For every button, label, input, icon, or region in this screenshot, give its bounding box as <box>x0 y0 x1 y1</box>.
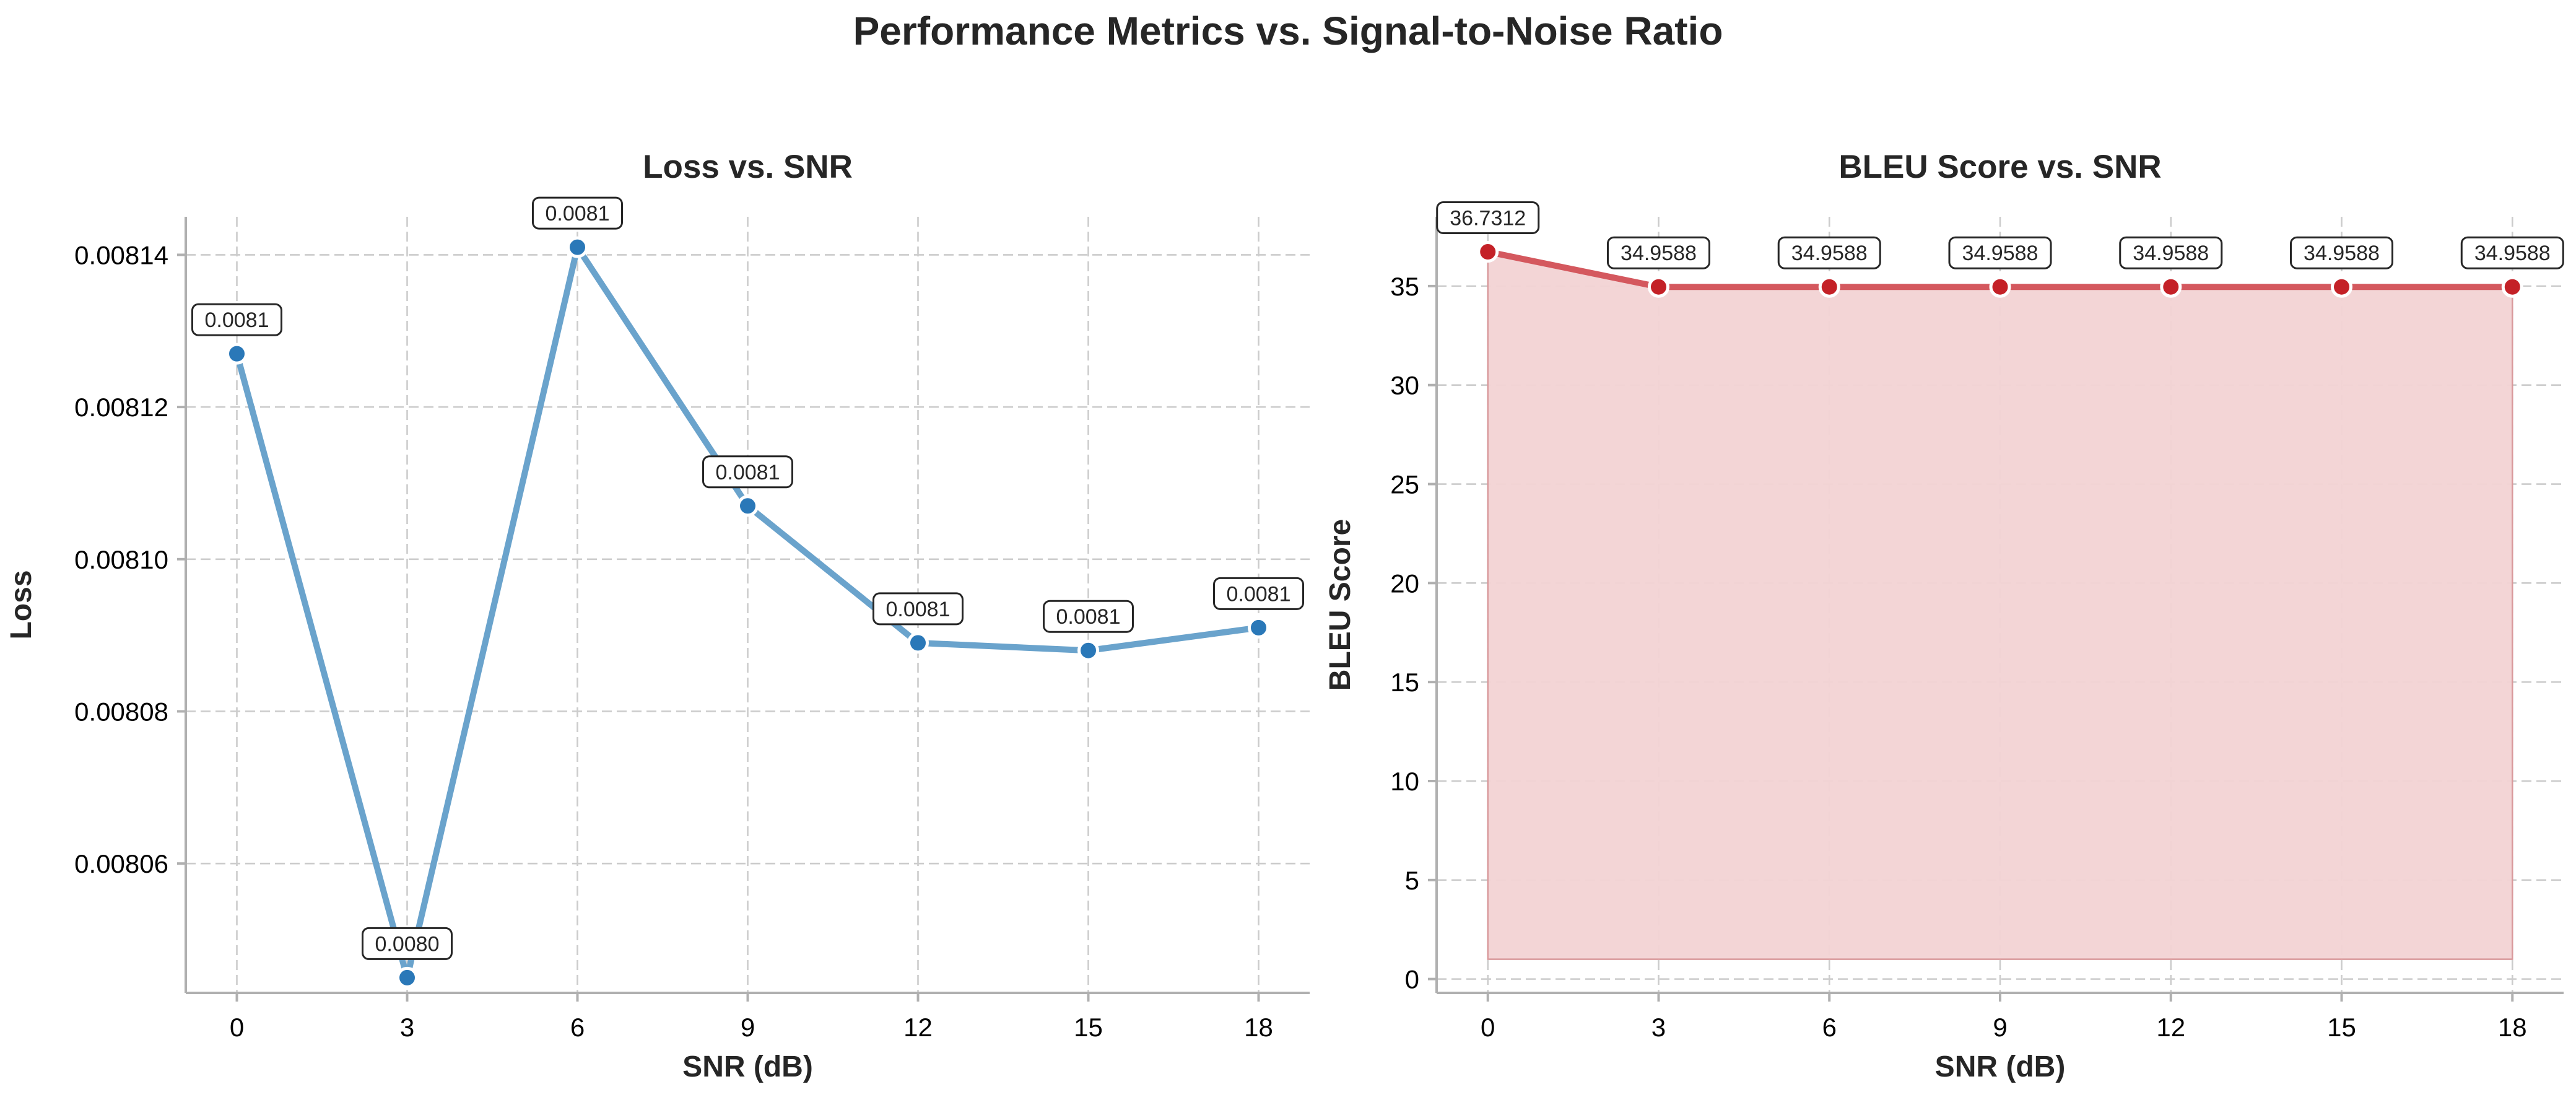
bleu-annotation-box-0 <box>1436 201 1540 235</box>
bleu-x-tick-label-4: 12 <box>2156 1013 2185 1042</box>
bleu-y-tick-label-6: 30 <box>1390 371 1419 400</box>
bleu-y-tick-label-1: 5 <box>1405 866 1419 895</box>
bleu-x-tick-label-5: 15 <box>2327 1013 2356 1042</box>
loss-y-tick-label-2: 0.00810 <box>74 545 168 574</box>
bleu-chart-panel: 0 3 6 9 12 15 18 0 5 10 15 20 25 30 35 36.7312 34.9588 34… <box>1324 149 2564 1083</box>
bleu-x-axis-label: SNR (dB) <box>1935 1050 2066 1083</box>
loss-annotation-3: 0.0081 <box>716 461 780 484</box>
loss-x-tick-label-4: 12 <box>903 1013 933 1042</box>
bleu-x-tick-label-6: 18 <box>2498 1013 2527 1042</box>
bleu-annotation-box-6 <box>2460 236 2564 269</box>
loss-annotation-box-4 <box>872 592 964 626</box>
bleu-x-tick-label-1: 3 <box>1651 1013 1666 1042</box>
loss-annotation-box-1 <box>362 927 453 960</box>
bleu-annotation-2: 34.9588 <box>1791 242 1868 265</box>
bleu-annotation-4: 34.9588 <box>2133 242 2209 265</box>
loss-annotation-box-2 <box>532 196 623 230</box>
loss-chart-title: Loss vs. SNR <box>643 149 853 185</box>
loss-point-5 <box>1077 639 1099 662</box>
loss-x-tick-label-5: 15 <box>1074 1013 1103 1042</box>
bleu-y-tick-label-2: 10 <box>1390 767 1419 796</box>
loss-annotation-4: 0.0081 <box>886 598 951 621</box>
loss-chart-panel: 0 3 6 9 12 15 18 0.00806 0.00808 0.00810 0.00812 0.… <box>5 149 1310 1083</box>
bleu-annotation-box-2 <box>1777 236 1881 269</box>
loss-y-tick-label-1: 0.00808 <box>74 697 168 726</box>
bleu-annotation-3: 34.9588 <box>1962 242 2039 265</box>
loss-y-tick-label-4: 0.00814 <box>74 240 168 269</box>
loss-annotation-box-5 <box>1043 600 1134 633</box>
loss-point-4 <box>907 632 929 654</box>
bleu-x-tick-label-2: 6 <box>1822 1013 1837 1042</box>
bleu-point-5 <box>2331 276 2353 298</box>
bleu-y-tick-label-0: 0 <box>1405 965 1419 994</box>
loss-annotation-box-3 <box>702 455 793 489</box>
figure-title: Performance Metrics vs. Signal-to-Noise … <box>853 9 1723 53</box>
bleu-annotation-6: 34.9588 <box>2474 242 2551 265</box>
loss-annotation-5: 0.0081 <box>1056 605 1121 629</box>
loss-annotation-6: 0.0081 <box>1227 582 1291 606</box>
bleu-annotation-0: 36.7312 <box>1450 207 1526 230</box>
bleu-annotation-box-4 <box>2119 236 2223 269</box>
bleu-y-axis-label: BLEU Score <box>1324 519 1357 691</box>
loss-annotation-2: 0.0081 <box>546 202 610 225</box>
loss-y-axis-label: Loss <box>5 570 38 639</box>
loss-annotation-box-6 <box>1213 577 1304 610</box>
loss-annotation-1: 0.0080 <box>375 932 440 956</box>
bleu-x-tick-label-0: 0 <box>1481 1013 1495 1042</box>
bleu-point-3 <box>1989 276 2011 298</box>
bleu-point-4 <box>2160 276 2182 298</box>
bleu-annotation-1: 34.9588 <box>1621 242 1697 265</box>
loss-x-tick-label-1: 3 <box>400 1013 414 1042</box>
loss-point-6 <box>1248 616 1269 639</box>
bleu-y-tick-label-3: 15 <box>1390 668 1419 697</box>
loss-point-2 <box>567 236 588 258</box>
bleu-annotation-5: 34.9588 <box>2304 242 2380 265</box>
bleu-area-fill <box>1487 251 2513 960</box>
bleu-point-6 <box>2501 276 2523 298</box>
loss-annotation-0: 0.0081 <box>205 308 269 332</box>
bleu-point-0 <box>1477 241 1499 263</box>
bleu-y-tick-label-5: 25 <box>1390 470 1419 499</box>
bleu-annotation-box-5 <box>2290 236 2394 269</box>
loss-point-0 <box>226 343 248 365</box>
bleu-point-2 <box>1818 276 1840 298</box>
bleu-y-tick-label-7: 35 <box>1390 272 1419 301</box>
loss-x-tick-label-0: 0 <box>230 1013 244 1042</box>
bleu-x-tick-label-3: 9 <box>1993 1013 2007 1042</box>
loss-y-tick-label-0: 0.00806 <box>74 849 168 878</box>
bleu-annotation-box-1 <box>1606 236 1710 269</box>
bleu-chart-title: BLEU Score vs. SNR <box>1838 149 2161 185</box>
loss-x-axis-label: SNR (dB) <box>682 1050 813 1083</box>
bleu-point-1 <box>1647 276 1669 298</box>
bleu-y-tick-label-4: 20 <box>1390 569 1419 598</box>
bleu-annotation-box-3 <box>1948 236 2052 269</box>
loss-x-tick-label-3: 9 <box>741 1013 755 1042</box>
loss-point-1 <box>396 966 418 989</box>
loss-annotation-box-0 <box>191 303 282 336</box>
loss-x-tick-label-6: 18 <box>1244 1013 1273 1042</box>
loss-y-tick-label-3: 0.00812 <box>74 393 168 422</box>
loss-point-3 <box>737 495 759 517</box>
loss-x-tick-label-2: 6 <box>570 1013 585 1042</box>
